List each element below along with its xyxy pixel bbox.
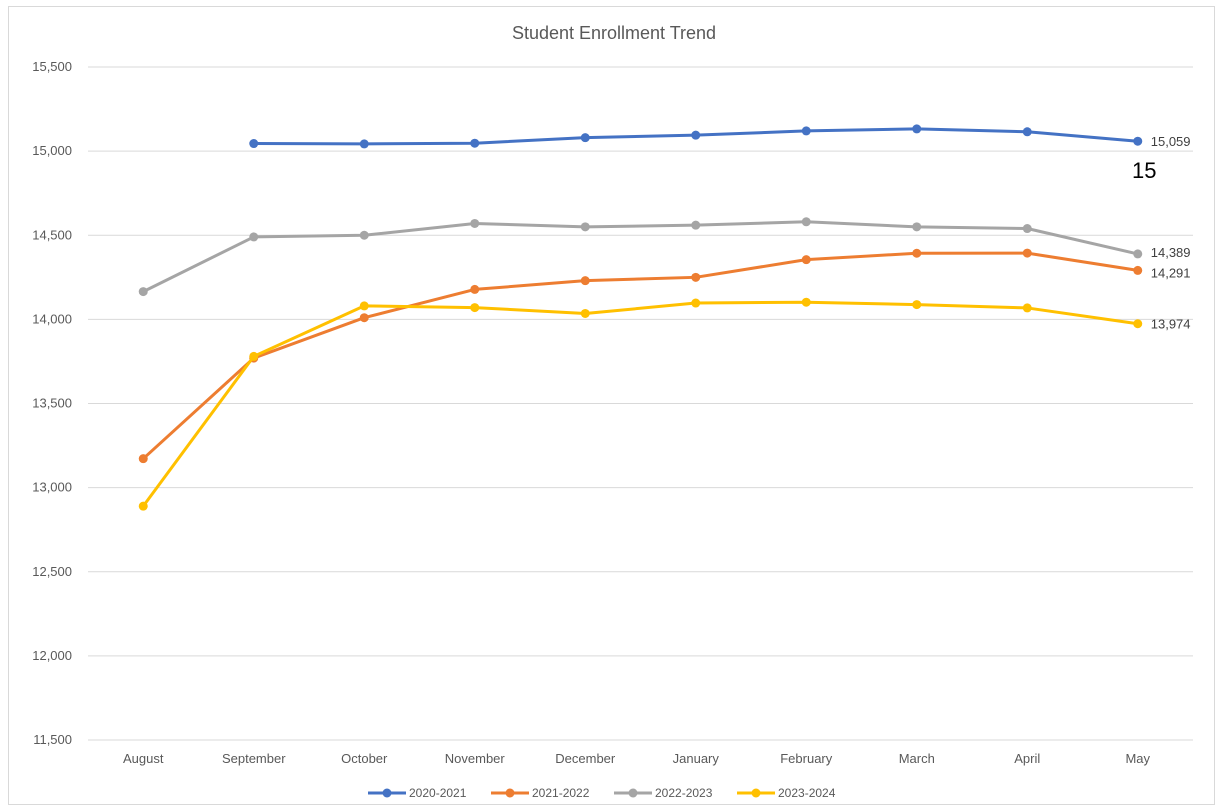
chart-title: Student Enrollment Trend	[512, 23, 716, 43]
data-point	[801, 255, 811, 265]
legend-marker	[382, 788, 392, 798]
series-2020-2021	[249, 124, 1143, 149]
data-point	[691, 298, 701, 308]
legend-label: 2021-2022	[532, 786, 590, 800]
data-point	[1133, 265, 1143, 275]
y-tick-label: 14,000	[32, 311, 72, 326]
data-point	[470, 284, 480, 294]
x-tick-label: January	[673, 751, 720, 766]
x-tick-label: May	[1125, 751, 1150, 766]
x-axis-ticks: August September October November December Ja…	[123, 751, 1151, 766]
legend-item: 2023-2024	[737, 786, 836, 800]
data-label: 15,059	[1151, 134, 1191, 149]
data-point	[138, 287, 148, 297]
data-point	[801, 217, 811, 227]
annotation-number: 15	[1132, 158, 1156, 183]
y-tick-label: 12,500	[32, 564, 72, 579]
y-tick-label: 13,500	[32, 396, 72, 411]
x-tick-label: February	[780, 751, 833, 766]
data-point	[580, 276, 590, 286]
series-2022-2023	[138, 217, 1143, 297]
data-point	[470, 303, 480, 313]
x-tick-label: September	[222, 751, 286, 766]
data-point	[912, 300, 922, 310]
data-point	[359, 139, 369, 149]
data-point	[138, 501, 148, 511]
data-point	[1133, 249, 1143, 259]
data-labels: 15,059 14,291 14,389 13,974	[1151, 134, 1191, 332]
data-point	[912, 222, 922, 232]
legend: 2020-2021 2021-2022 2022-2023 2023-2024	[368, 786, 836, 800]
series-2023-2024	[138, 297, 1143, 511]
data-point	[691, 272, 701, 282]
data-point	[580, 133, 590, 143]
data-point	[249, 139, 259, 149]
data-point	[470, 218, 480, 228]
y-tick-label: 14,500	[32, 227, 72, 242]
data-point	[470, 138, 480, 148]
y-tick-label: 13,000	[32, 480, 72, 495]
gridlines	[88, 66, 1193, 741]
data-label: 14,389	[1151, 245, 1191, 260]
legend-marker	[505, 788, 515, 798]
series-lines	[138, 124, 1143, 511]
series-line	[141, 251, 1140, 461]
y-tick-label: 15,500	[32, 59, 72, 74]
x-tick-label: April	[1014, 751, 1040, 766]
data-point	[359, 230, 369, 240]
data-point	[359, 301, 369, 311]
x-tick-label: August	[123, 751, 164, 766]
x-tick-label: December	[555, 751, 616, 766]
data-point	[1022, 248, 1032, 258]
data-point	[1133, 319, 1143, 329]
y-tick-label: 11,500	[33, 732, 72, 747]
data-point	[1133, 136, 1143, 146]
legend-item: 2020-2021	[368, 786, 467, 800]
data-label: 14,291	[1151, 265, 1191, 280]
y-tick-label: 12,000	[32, 648, 72, 663]
data-point	[1022, 127, 1032, 137]
data-point	[1022, 224, 1032, 234]
data-point	[580, 222, 590, 232]
series-line	[141, 300, 1140, 508]
data-point	[691, 220, 701, 230]
x-tick-label: October	[341, 751, 388, 766]
data-point	[691, 130, 701, 140]
x-tick-label: March	[899, 751, 935, 766]
legend-label: 2022-2023	[655, 786, 713, 800]
series-2021-2022	[138, 248, 1143, 464]
data-point	[801, 126, 811, 136]
legend-label: 2020-2021	[409, 786, 467, 800]
legend-item: 2022-2023	[614, 786, 713, 800]
series-line	[141, 220, 1140, 294]
legend-marker	[628, 788, 638, 798]
data-point	[249, 232, 259, 242]
chart-frame	[8, 6, 1215, 805]
data-point	[912, 248, 922, 258]
legend-item: 2021-2022	[491, 786, 590, 800]
data-point	[580, 308, 590, 318]
legend-marker	[751, 788, 761, 798]
legend-label: 2023-2024	[778, 786, 836, 800]
x-tick-label: November	[445, 751, 506, 766]
data-point	[801, 297, 811, 307]
data-point	[1022, 303, 1032, 313]
data-point	[359, 313, 369, 323]
data-label: 13,974	[1151, 317, 1191, 332]
y-axis-ticks: 11,500 12,000 12,500 13,000 13,500 14,000 14,5…	[32, 59, 72, 747]
y-tick-label: 15,000	[32, 143, 72, 158]
data-point	[912, 124, 922, 134]
data-point	[138, 454, 148, 464]
data-point	[249, 351, 259, 361]
